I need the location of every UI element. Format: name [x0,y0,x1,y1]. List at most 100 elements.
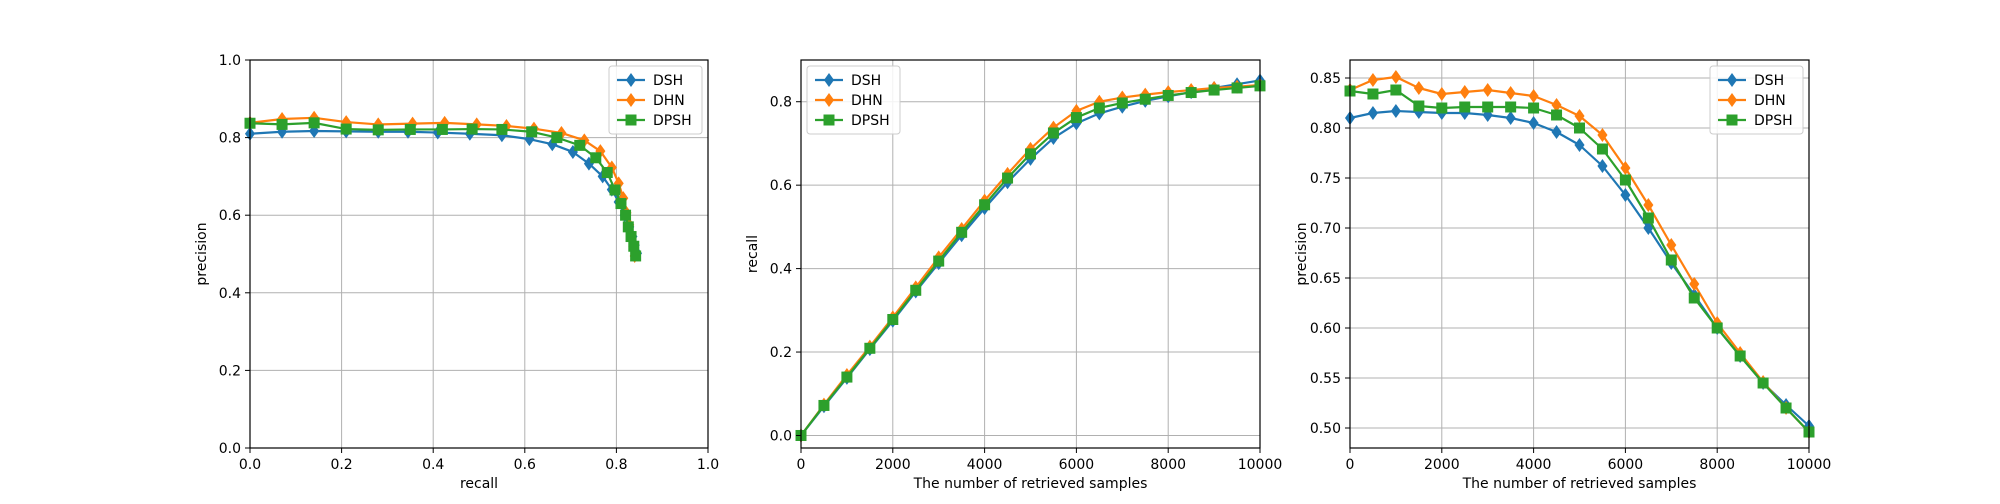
data-point-dpsh [615,198,627,210]
ticks: 0 2000 4000 6000 8000 10000 0.0 0.2 0.4 0.6 0.8 [770,95,1283,473]
x-tick-label: 0.4 [422,457,444,473]
legend-item-dpsh: DPSH [617,113,692,129]
data-point-dpsh [1025,148,1036,160]
data-point-dpsh [372,124,384,136]
x-tick-label: 6000 [1608,457,1644,473]
data-point-dpsh [1047,127,1059,139]
data-point-dpsh [1002,172,1014,184]
data-point-dpsh [1367,88,1379,100]
x-tick-label: 10000 [1238,457,1283,473]
y-axis-label: precision [1294,222,1310,285]
data-point-dsh [1528,116,1539,130]
series-line-dpsh [800,84,1261,437]
data-point-dpsh [1093,102,1105,114]
x-tick-label: 0.0 [239,457,261,473]
axes-frame [249,59,709,449]
x-tick-label: 4000 [1516,457,1552,473]
data-point-dpsh [436,123,448,135]
legend-item-dpsh: DPSH [1718,113,1793,129]
data-point-dpsh [628,240,640,252]
y-tick-label: 0.55 [1310,371,1341,387]
data-point-dpsh [1780,402,1792,414]
data-point-dpsh [1505,101,1517,113]
y-tick-label: 0.85 [1310,71,1341,87]
data-point-dpsh [1528,102,1540,114]
legend-label: DSH [1754,73,1784,89]
data-point-dhn [1459,85,1470,99]
y-tick-label: 1.0 [219,53,241,69]
legend-item-dpsh: DPSH [815,113,890,129]
x-axis-label: The number of retrieved samples [913,476,1148,492]
x-tick-label: 0.2 [330,457,352,473]
x-axis-label: recall [460,476,498,492]
x-tick-label: 0 [797,457,806,473]
y-tick-label: 0.4 [770,262,792,278]
legend-marker [1726,73,1738,87]
data-point-dpsh [1139,93,1151,105]
legend: DSH DHN DPSH [1709,65,1804,135]
data-point-dpsh [340,123,352,135]
data-point-dpsh [1757,377,1769,389]
data-point-dsh [1505,111,1516,125]
legend: DSH DHN DPSH [806,65,901,135]
y-tick-label: 0.65 [1310,271,1341,287]
series-dpsh [244,117,642,262]
data-point-dsh [1390,104,1401,118]
data-point-dsh [1597,159,1608,173]
data-point-dpsh [1642,212,1654,224]
data-point-dpsh [1231,82,1243,94]
x-tick-label: 1.0 [697,457,719,473]
legend-item-dhn: DHN [815,93,883,109]
data-point-dpsh [276,118,288,130]
data-point-dpsh [1436,102,1448,114]
data-point-dpsh [1551,109,1563,121]
data-point-dsh [1574,138,1585,152]
x-tick-label: 2000 [1424,457,1460,473]
data-point-dhn [1574,109,1585,123]
legend-label: DHN [653,93,685,109]
series-line-dhn [800,83,1261,437]
data-point-dpsh [1574,122,1585,134]
data-point-dsh [524,132,535,147]
y-tick-label: 0.80 [1310,121,1341,137]
data-point-dsh [277,124,288,139]
data-point-dpsh [1734,350,1746,362]
data-point-dpsh [864,342,876,354]
data-point-dpsh [1116,97,1128,109]
data-point-dpsh [496,123,508,135]
legend-item-dsh: DSH [1718,73,1784,89]
axes-frame [800,59,1261,449]
data-point-dpsh [601,167,613,179]
y-tick-label: 0.4 [219,286,241,302]
data-point-dpsh [956,226,968,238]
y-tick-label: 0.50 [1310,421,1341,437]
legend-label: DHN [851,93,883,109]
x-tick-label: 8000 [1150,457,1186,473]
y-tick-label: 0.2 [770,345,792,361]
data-point-dhn [1689,277,1700,291]
x-tick-label: 8000 [1699,457,1735,473]
legend: DSH DHN DPSH [608,65,703,135]
data-point-dpsh [551,132,563,144]
data-point-dpsh [1208,84,1220,96]
data-point-dpsh [574,139,586,151]
data-point-dsh [1367,106,1378,120]
y-tick-label: 0.75 [1310,171,1341,187]
y-tick-label: 0.2 [219,363,241,379]
data-point-dhn [1390,70,1401,84]
legend-marker [1726,114,1738,126]
y-tick-label: 0.6 [770,178,792,194]
data-point-dhn [1643,198,1654,212]
data-point-dpsh [933,255,945,267]
data-point-dhn [1551,98,1562,112]
legend-marker [823,93,835,107]
data-point-dpsh [887,314,899,326]
data-point-dpsh [1711,322,1723,334]
series-line-dhn [249,116,636,257]
data-point-dhn [1413,81,1424,95]
y-tick-label: 0.60 [1310,321,1341,337]
data-point-dpsh [1688,292,1700,304]
y-tick-label: 0.70 [1310,221,1341,237]
legend-item-dhn: DHN [1718,93,1786,109]
legend-item-dsh: DSH [815,73,881,89]
